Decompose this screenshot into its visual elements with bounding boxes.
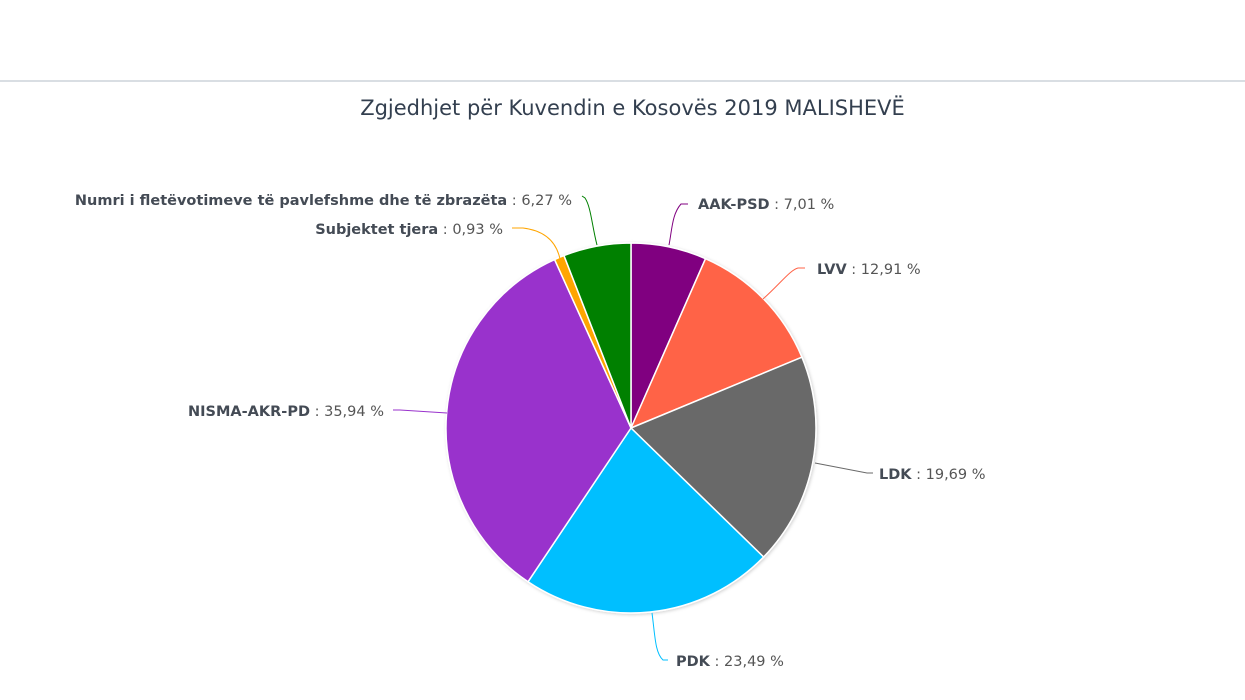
pie-slice-numri-i-flet-votimeve-t-pavlefshme-dhe-t-zbraz-ta[interactable] [562,242,632,429]
data-label-lvv: LVV : 12,91 % [817,262,921,278]
pie-slices [445,242,817,614]
connector-aak-psd [668,203,688,246]
connector-lvv [762,267,805,300]
data-label-nisma: NISMA-AKR-PD : 35,94 % [188,404,384,420]
connector-ldk [814,462,873,474]
data-label-subjektet-tjera: Subjektet tjera : 0,93 % [315,222,503,238]
pie-slice-pdk[interactable] [526,426,765,614]
data-label-pdk: PDK : 23,49 % [676,654,784,670]
connector-pdk [651,612,668,661]
connector-subjektet [512,227,561,260]
label-connectors [393,195,873,661]
connector-numri [581,195,598,246]
chart-title: Zgjedhjet për Kuvendin e Kosovës 2019 MA… [360,96,905,120]
data-label-ldk: LDK : 19,69 % [879,467,986,483]
data-label-numri-pavlefshme: Numri i fletëvotimeve të pavlefshme dhe … [75,193,572,209]
connector-nisma [393,409,448,414]
page-header-area [0,0,1245,80]
pie-slice-ldk[interactable] [629,356,817,559]
data-label-aak-psd: AAK-PSD : 7,01 % [698,197,834,213]
header-divider [0,80,1245,82]
